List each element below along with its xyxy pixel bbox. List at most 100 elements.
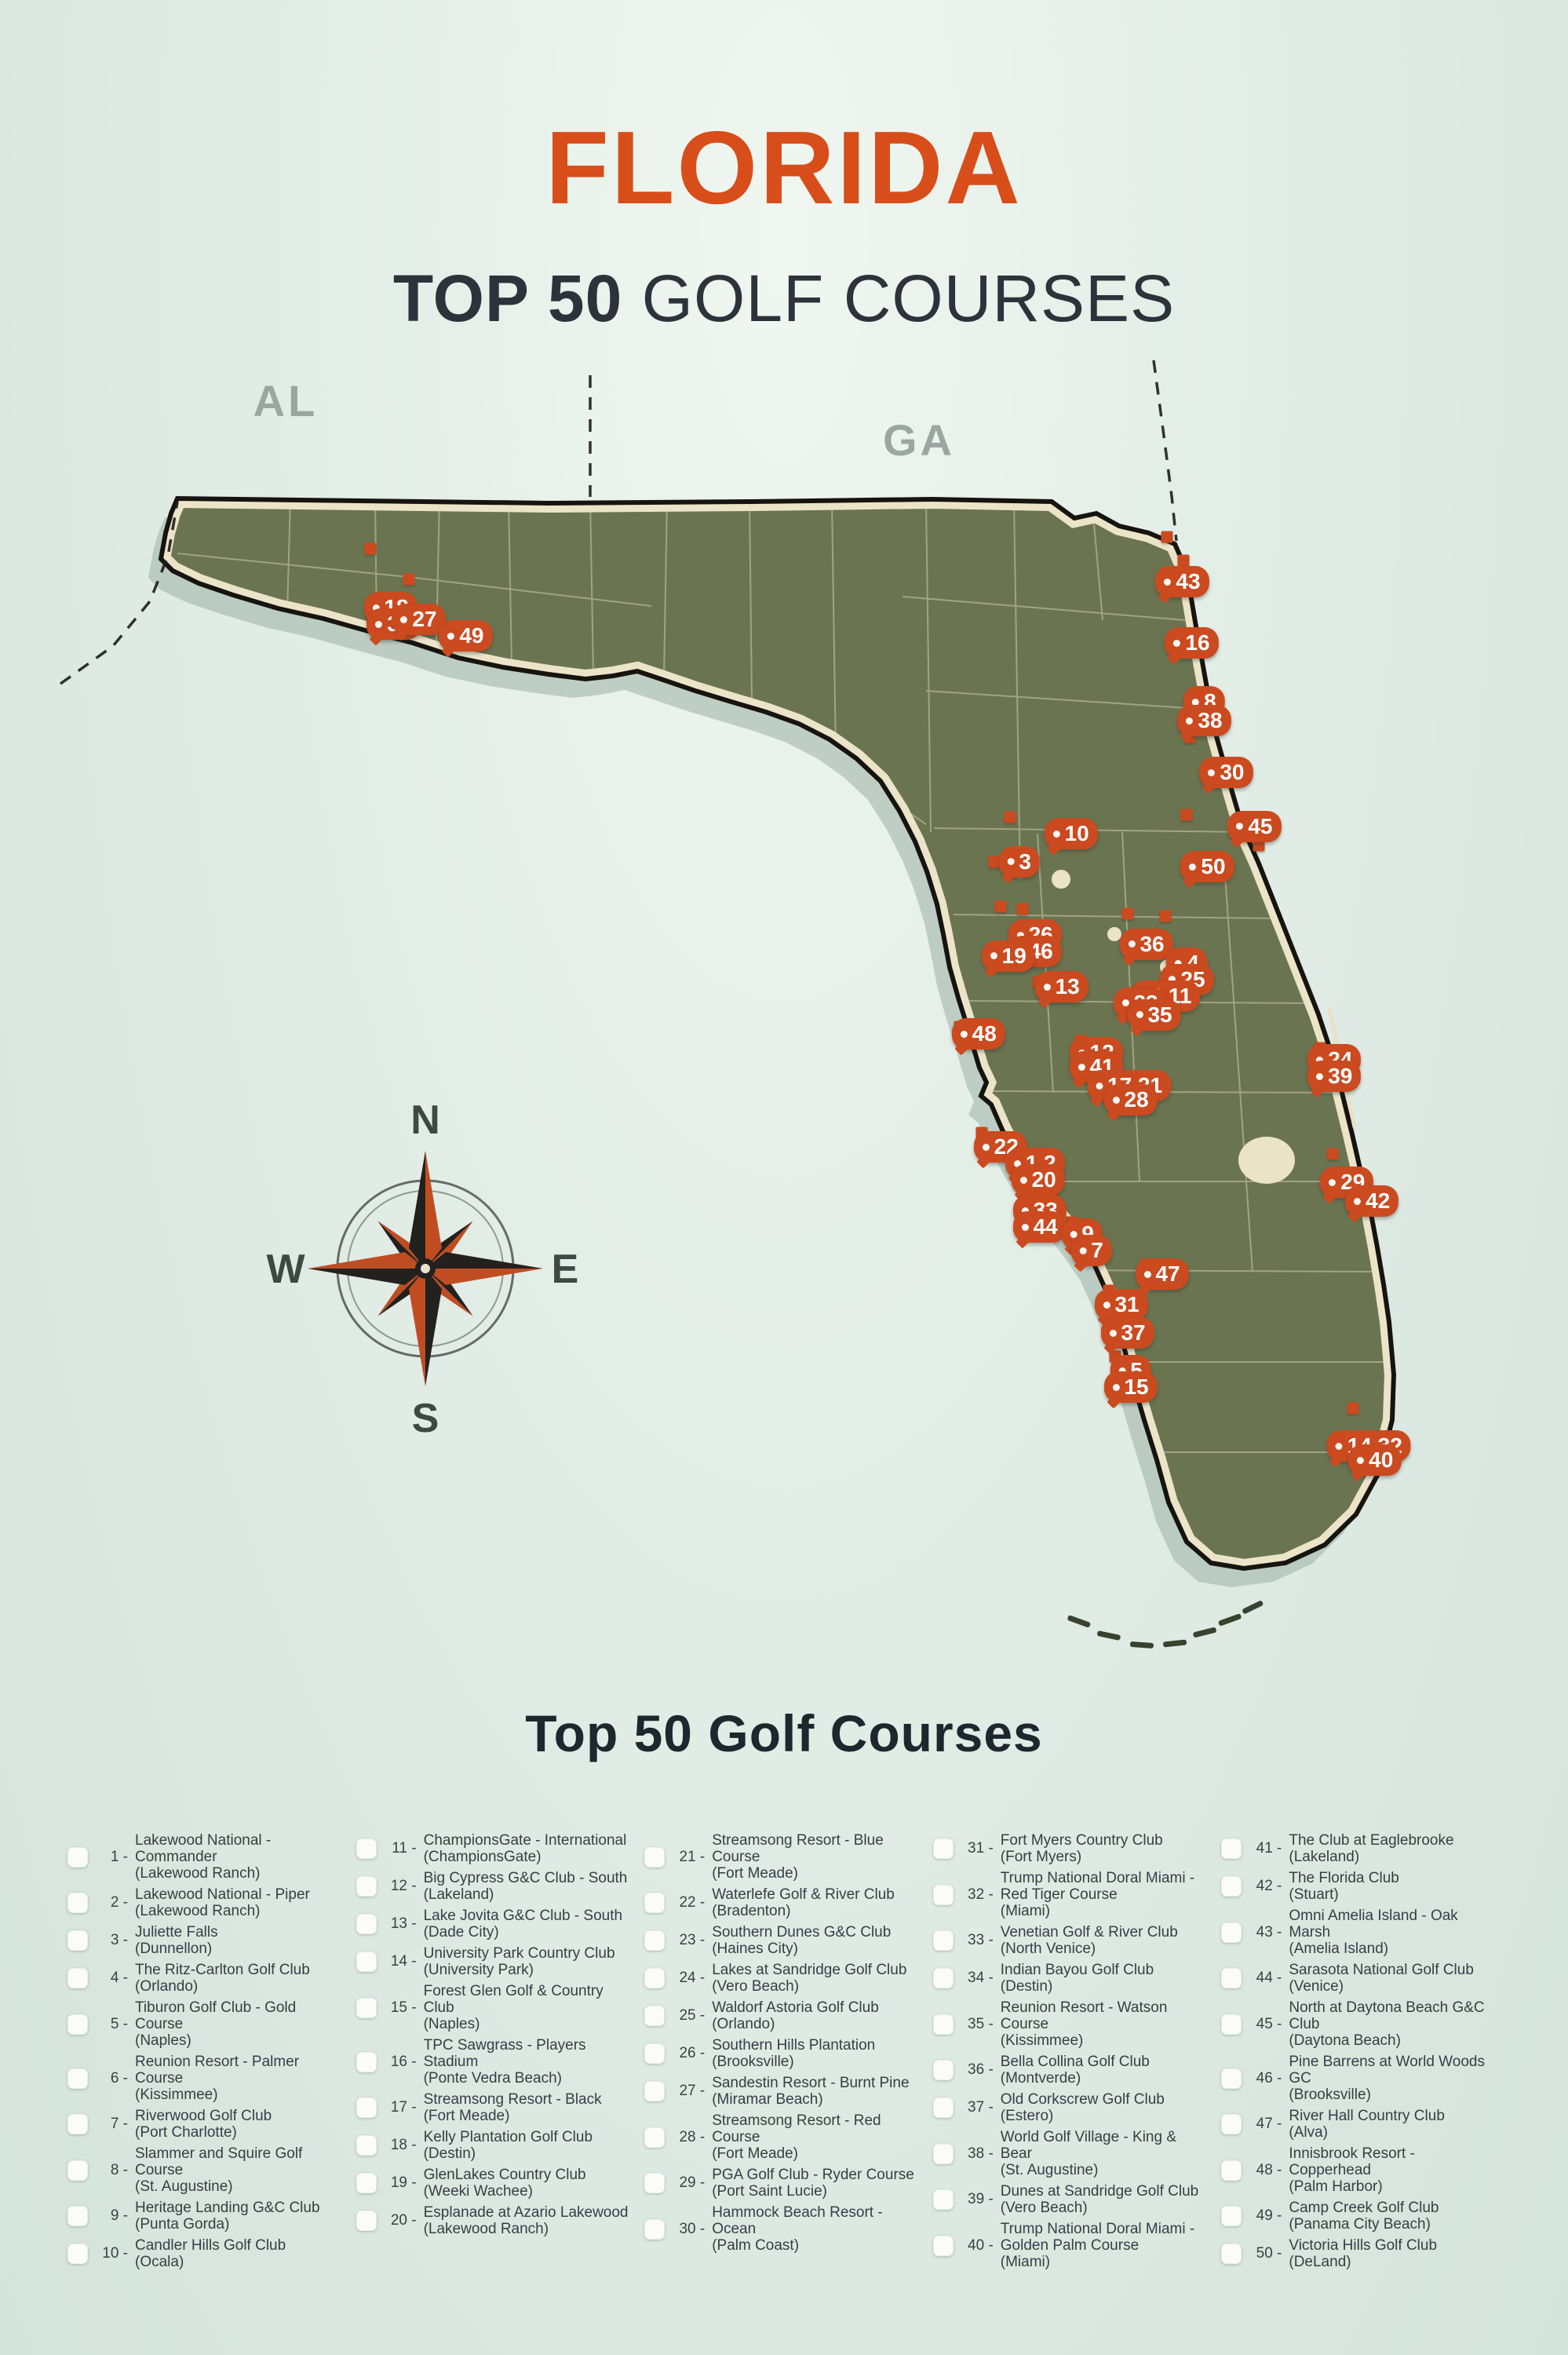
legend-checkbox-39[interactable] [932,2189,954,2210]
legend-checkbox-45[interactable] [1221,2014,1242,2035]
legend-checkbox-10[interactable] [67,2244,88,2264]
legend-checkbox-28[interactable] [644,2127,665,2148]
course-marker-27[interactable]: 27 [392,604,446,635]
legend-checkbox-24[interactable] [644,1968,665,1988]
legend-checkbox-4[interactable] [67,1968,88,1988]
legend-checkbox-9[interactable] [67,2206,88,2226]
course-marker-38[interactable]: 38 [1177,705,1231,736]
legend-checkbox-19[interactable] [356,2173,377,2193]
legend-number: 38 - [968,2145,994,2162]
course-marker-45[interactable]: 45 [1227,810,1282,842]
legend-checkbox-47[interactable] [1221,2114,1242,2134]
legend-item-38: 38 - World Golf Village - King & Bear (St.… [932,2129,1212,2178]
legend-checkbox-35[interactable] [932,2014,954,2035]
legend-checkbox-43[interactable] [1221,1922,1242,1943]
legend-checkbox-46[interactable] [1221,2068,1242,2089]
legend-checkbox-50[interactable] [1221,2244,1242,2264]
course-marker-35[interactable]: 35 [1127,999,1181,1031]
course-marker-39[interactable]: 39 [1307,1061,1362,1092]
legend-checkbox-29[interactable] [644,2173,665,2193]
course-marker-16[interactable]: 16 [1165,627,1219,659]
legend-checkbox-48[interactable] [1221,2160,1242,2181]
legend-checkbox-37[interactable] [932,2098,954,2118]
legend-checkbox-23[interactable] [644,1930,665,1951]
course-marker-44[interactable]: 44 [1012,1211,1067,1243]
course-marker-40[interactable]: 40 [1348,1444,1402,1476]
course-marker-36[interactable]: 36 [1119,928,1173,960]
legend-item-14: 14 - University Park Country Club (Univers… [356,1945,636,1978]
legend-checkbox-32[interactable] [932,1884,954,1905]
legend-number: 22 - [679,1894,706,1911]
legend-checkbox-44[interactable] [1221,1968,1242,1988]
legend-checkbox-38[interactable] [932,2143,954,2164]
legend-checkbox-1[interactable] [67,1846,88,1868]
legend-checkbox-13[interactable] [356,1914,377,1934]
course-marker-19[interactable]: 19 [981,940,1035,972]
legend-checkbox-8[interactable] [67,2160,88,2181]
legend-item-28: 28 - Streamsong Resort - Red Course (Fort … [644,2112,924,2162]
legend-item-23: 23 - Southern Dunes G&C Club (Haines City) [644,1924,924,1957]
course-marker-20[interactable]: 20 [1011,1164,1065,1196]
legend-checkbox-27[interactable] [644,2081,665,2101]
course-marker-7[interactable]: 7 [1070,1235,1112,1266]
course-marker-50[interactable]: 50 [1180,851,1234,882]
course-marker-49[interactable]: 49 [439,620,493,652]
course-marker-15[interactable]: 15 [1103,1371,1158,1403]
legend-checkbox-11[interactable] [356,1838,377,1859]
legend-checkbox-33[interactable] [932,1930,954,1951]
legend-checkbox-17[interactable] [356,2098,377,2118]
legend-course: The Florida Club (Stuart) [1289,1870,1399,1903]
legend-checkbox-12[interactable] [356,1876,377,1897]
legend-checkbox-20[interactable] [356,2211,377,2231]
course-marker-48[interactable]: 48 [951,1018,1005,1050]
legend-item-42: 42 - The Florida Club (Stuart) [1221,1870,1501,1903]
course-marker-3[interactable]: 3 [998,845,1040,878]
legend-checkbox-16[interactable] [356,2051,377,2072]
legend-checkbox-49[interactable] [1221,2206,1242,2226]
legend-column-2: 11 - ChampionsGate - International (Champi… [356,1832,636,2275]
legend-number: 8 - [110,2161,128,2178]
legend-checkbox-26[interactable] [644,2043,665,2064]
course-marker-10[interactable]: 10 [1044,818,1098,849]
course-marker-47[interactable]: 47 [1135,1258,1189,1290]
legend-checkbox-22[interactable] [644,1893,665,1913]
course-marker-28[interactable]: 28 [1103,1084,1158,1115]
legend-number: 2 - [110,1894,128,1911]
legend-checkbox-34[interactable] [932,1968,954,1988]
legend-checkbox-21[interactable] [644,1846,665,1868]
legend-number: 17 - [390,2099,417,2116]
legend-checkbox-41[interactable] [1221,1838,1242,1859]
legend-checkbox-31[interactable] [932,1838,954,1859]
legend-checkbox-6[interactable] [67,2068,88,2089]
course-marker-37[interactable]: 37 [1100,1317,1154,1349]
legend-checkbox-36[interactable] [932,2060,954,2080]
legend-checkbox-7[interactable] [67,2114,88,2134]
legend-checkbox-2[interactable] [67,1893,88,1913]
legend-checkbox-25[interactable] [644,2006,665,2026]
course-marker-31[interactable]: 31 [1094,1289,1148,1320]
legend-checkbox-15[interactable] [356,1997,377,2018]
legend-checkbox-14[interactable] [356,1952,377,1972]
legend-column-1: 1 - Lakewood National - Commander (Lakewoo… [67,1832,347,2275]
course-marker-43[interactable]: 43 [1155,566,1209,597]
legend-checkbox-40[interactable] [932,2235,954,2256]
legend-course: The Club at Eaglebrooke (Lakeland) [1289,1832,1454,1865]
legend-checkbox-18[interactable] [356,2135,377,2156]
legend-checkbox-30[interactable] [644,2218,665,2240]
course-marker-42[interactable]: 42 [1345,1185,1399,1217]
legend-course: Lakewood National - Piper (Lakewood Ranch… [135,1886,310,1919]
legend-number: 36 - [968,2061,994,2078]
course-marker-30[interactable]: 30 [1199,757,1253,788]
legend-number: 9 - [110,2207,128,2224]
legend-checkbox-42[interactable] [1221,1876,1242,1897]
legend-course: River Hall Country Club (Alva) [1289,2108,1445,2141]
compass-west-label: W [266,1247,305,1292]
legend-checkbox-3[interactable] [67,1930,88,1951]
legend-number: 32 - [968,1886,994,1903]
legend-item-13: 13 - Lake Jovita G&C Club - South (Dade Ci… [356,1908,636,1941]
legend-course: Sandestin Resort - Burnt Pine (Miramar Be… [712,2075,910,2108]
legend-number: 50 - [1256,2245,1282,2262]
course-marker-13[interactable]: 13 [1034,971,1088,1002]
legend-checkbox-5[interactable] [67,2014,88,2035]
